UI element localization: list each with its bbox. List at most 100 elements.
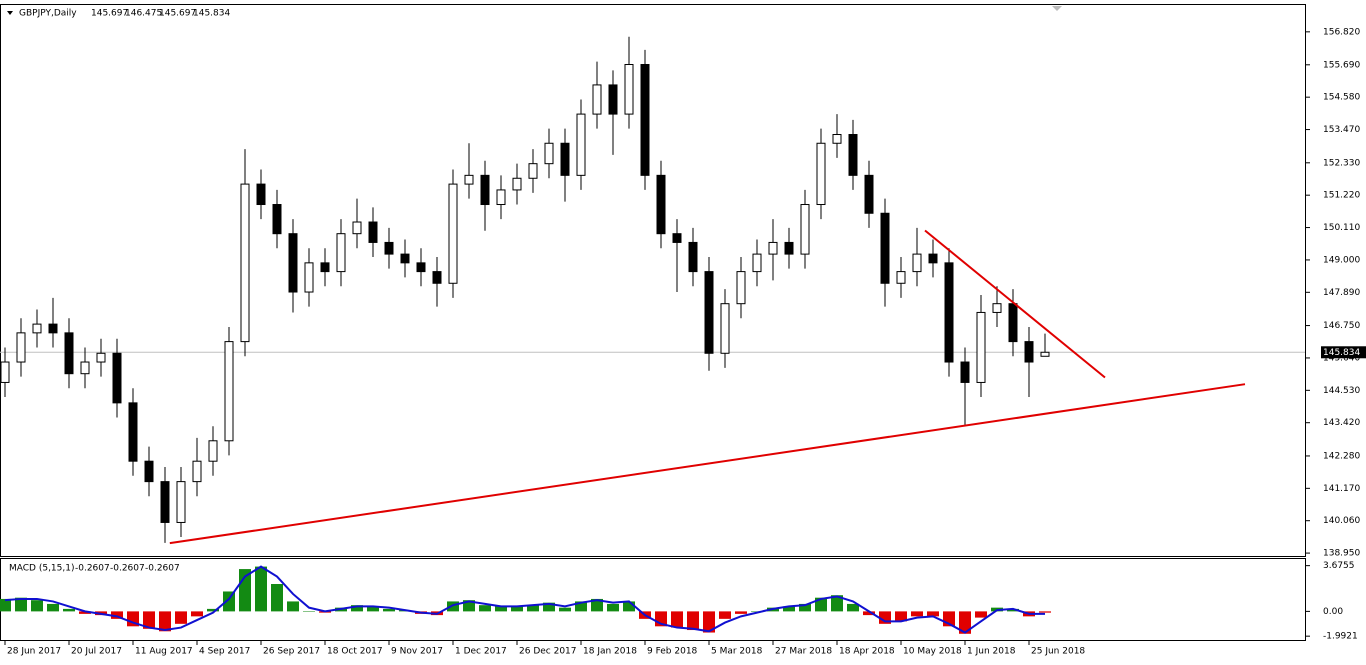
macd-bar — [479, 605, 491, 612]
macd-bar — [287, 601, 299, 612]
candle-body — [208, 440, 218, 462]
macd-bar — [1007, 608, 1019, 612]
macd-bar — [383, 608, 395, 612]
candle-body — [976, 311, 986, 383]
menu-arrow[interactable] — [7, 11, 13, 15]
candle-body — [544, 142, 554, 165]
candle-body — [688, 241, 698, 273]
y-tick-label: 146.750 — [1323, 321, 1360, 331]
candle-body — [400, 253, 410, 264]
candle-body — [224, 341, 234, 442]
macd-readout: -0.2607 — [75, 564, 110, 574]
macd-bar — [799, 603, 811, 612]
candle-body — [960, 361, 970, 383]
macd-bar — [79, 611, 91, 614]
macd-bar — [591, 598, 603, 612]
candle-body — [448, 183, 458, 284]
y-tick-label: 3.6755 — [1323, 561, 1355, 571]
candle-body — [368, 221, 378, 243]
trendline — [924, 229, 1106, 379]
x-tick-label: 4 Sep 2017 — [199, 647, 250, 657]
candle-body — [992, 303, 1002, 313]
candle-body — [16, 332, 26, 363]
y-tick-label: 141.170 — [1323, 484, 1360, 494]
macd-bar — [911, 611, 923, 617]
macd-bar — [495, 606, 507, 612]
ohlc-low: 145.697 — [159, 9, 196, 19]
candle-body — [800, 204, 810, 255]
candle-body — [32, 323, 42, 334]
x-tick-label: 9 Nov 2017 — [391, 647, 443, 657]
candle-body — [768, 241, 778, 255]
ohlc-high: 146.475 — [125, 9, 162, 19]
macd-bar — [959, 611, 971, 634]
candle-body — [816, 142, 826, 206]
x-tick-label: 25 Jun 2018 — [1031, 647, 1085, 657]
y-tick-label: 152.330 — [1323, 158, 1360, 168]
macd-bar — [783, 606, 795, 612]
candle-body — [784, 241, 794, 255]
candle-body — [64, 332, 74, 375]
x-tick-label: 11 Aug 2017 — [135, 647, 193, 657]
x-tick-label: 5 Mar 2018 — [711, 647, 763, 657]
y-tick-label: 155.690 — [1323, 60, 1360, 70]
candle-body — [896, 271, 906, 284]
candle-body — [304, 262, 314, 293]
macd-bar — [703, 611, 715, 633]
candle-body — [160, 481, 170, 523]
shift-marker — [1052, 6, 1062, 11]
y-tick-label: 149.000 — [1323, 255, 1360, 265]
macd-bar — [15, 597, 27, 612]
ohlc-close: 145.834 — [193, 9, 230, 19]
macd-readout: -0.2607 — [110, 564, 145, 574]
macd-bar — [623, 601, 635, 612]
macd-readout: -0.2607 — [145, 564, 180, 574]
macd-bar — [1039, 611, 1051, 613]
y-tick-label: 143.420 — [1323, 418, 1360, 428]
main-panel — [0, 4, 1306, 557]
candle-body — [96, 352, 106, 363]
candle-body — [576, 113, 586, 176]
candle-body — [80, 361, 90, 375]
macd-bar — [687, 611, 699, 631]
x-tick-label: 18 Oct 2017 — [327, 647, 383, 657]
candle-body — [256, 183, 266, 206]
y-tick-label: 0.00 — [1323, 607, 1343, 617]
y-tick-label: 138.950 — [1323, 549, 1360, 559]
macd-bar — [543, 602, 555, 612]
candle-body — [480, 174, 490, 206]
x-tick-label: 26 Dec 2017 — [519, 647, 577, 657]
candle-body — [48, 323, 58, 334]
y-tick-label: 153.470 — [1323, 125, 1360, 135]
candle-body — [704, 271, 714, 354]
candle-body — [144, 460, 154, 483]
macd-label: MACD (5,15,1) — [9, 564, 75, 574]
candle-body — [112, 352, 122, 404]
macd-bar — [575, 601, 587, 612]
macd-bar — [0, 598, 11, 612]
candle-body — [912, 253, 922, 273]
y-tick-label: 144.530 — [1323, 386, 1360, 396]
macd-bar — [719, 611, 731, 619]
trendline — [169, 383, 1246, 545]
candle-body — [672, 233, 682, 243]
macd-bar — [111, 611, 123, 619]
candle-body — [288, 233, 298, 293]
macd-bar — [159, 611, 171, 632]
price-tag-label: 145.834 — [1323, 348, 1360, 358]
macd-bar — [207, 608, 219, 612]
macd-bar — [47, 603, 59, 612]
y-tick-label: 154.580 — [1323, 93, 1360, 103]
macd-bar — [303, 611, 315, 612]
candle-body — [592, 84, 602, 115]
macd-bar — [847, 603, 859, 612]
x-tick-label: 18 Jan 2018 — [583, 647, 637, 657]
candle-body — [1024, 341, 1034, 363]
x-tick-label: 1 Dec 2017 — [455, 647, 507, 657]
macd-bar — [831, 595, 843, 612]
candle-body — [848, 134, 858, 176]
candle-body — [352, 221, 362, 235]
candle-body — [192, 460, 202, 483]
macd-signal — [4, 565, 1045, 634]
